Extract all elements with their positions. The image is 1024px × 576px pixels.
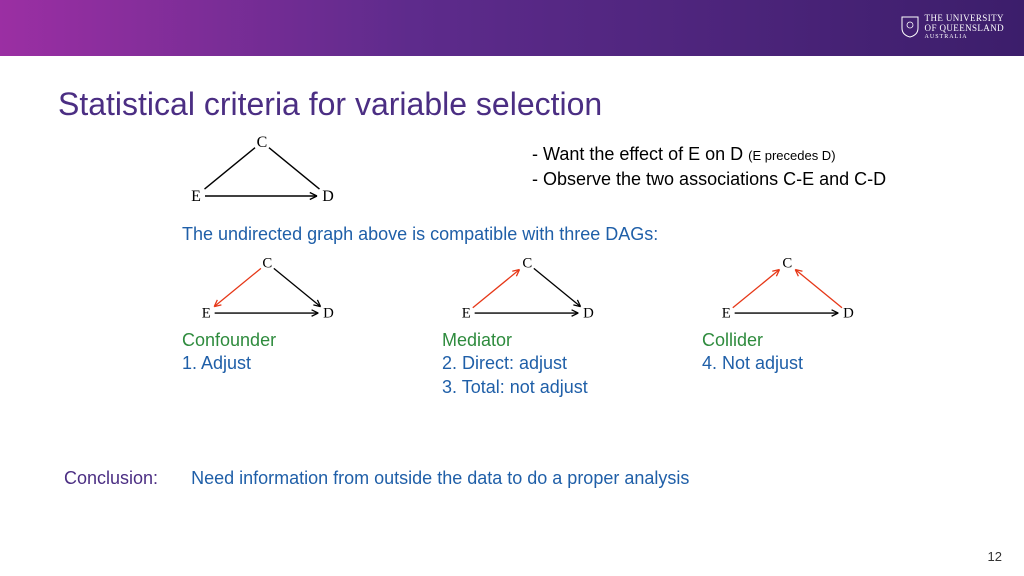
bullet-2: - Observe the two associations C-E and C… [532,167,886,192]
dag-diagram: C E D [702,252,882,326]
dag-diagram: C E D [182,252,362,326]
main-diagram-svg: C E D [182,130,352,210]
conclusion-label: Conclusion: [64,468,158,488]
svg-text:E: E [202,306,211,322]
dag-column: C E D Mediator2. Direct: adjust3. Total: no… [442,252,642,400]
dag-instruction-line: 1. Adjust [182,351,382,375]
svg-text:D: D [322,188,334,205]
shield-icon [901,16,919,38]
bullet-1: - Want the effect of E on D (E precedes … [532,142,886,167]
svg-text:C: C [782,256,792,272]
svg-text:D: D [843,306,854,322]
university-logo: THE UNIVERSITY OF QUEENSLAND AUSTRALIA [901,14,1004,40]
header-bar: THE UNIVERSITY OF QUEENSLAND AUSTRALIA [0,0,1024,56]
bullet-1-small: (E precedes D) [748,148,835,163]
subtitle-text: The undirected graph above is compatible… [182,224,658,245]
bullet-1-main: - Want the effect of E on D [532,144,748,164]
page-title: Statistical criteria for variable select… [58,86,602,123]
logo-text: THE UNIVERSITY OF QUEENSLAND AUSTRALIA [925,14,1004,40]
svg-text:E: E [462,306,471,322]
svg-text:E: E [191,188,201,205]
dag-instruction-lines: 1. Adjust [182,351,382,375]
svg-text:C: C [262,256,272,272]
dag-column: C E D Collider4. Not adjust [702,252,902,400]
bullet-list: - Want the effect of E on D (E precedes … [532,142,886,192]
dag-diagram: C E D [442,252,622,326]
logo-line3: AUSTRALIA [925,34,1004,41]
dag-type-label: Collider [702,330,902,351]
main-undirected-diagram: C E D [182,130,352,210]
dag-type-label: Confounder [182,330,382,351]
conclusion-line: Conclusion: Need information from outsid… [64,468,689,489]
svg-text:C: C [522,256,532,272]
dags-row: C E D Confounder1. Adjust C E D Mediator2. Dire… [182,252,902,400]
dag-instruction-line: 2. Direct: adjust [442,351,642,375]
conclusion-text: Need information from outside the data t… [191,468,689,488]
svg-text:D: D [323,306,334,322]
svg-text:D: D [583,306,594,322]
page-number: 12 [988,549,1002,564]
dag-instruction-lines: 2. Direct: adjust3. Total: not adjust [442,351,642,400]
dag-instruction-line: 3. Total: not adjust [442,375,642,399]
dag-type-label: Mediator [442,330,642,351]
svg-text:E: E [722,306,731,322]
logo-line2: OF QUEENSLAND [925,24,1004,34]
dag-column: C E D Confounder1. Adjust [182,252,382,400]
dag-instruction-line: 4. Not adjust [702,351,902,375]
svg-text:C: C [257,134,268,151]
dag-instruction-lines: 4. Not adjust [702,351,902,375]
